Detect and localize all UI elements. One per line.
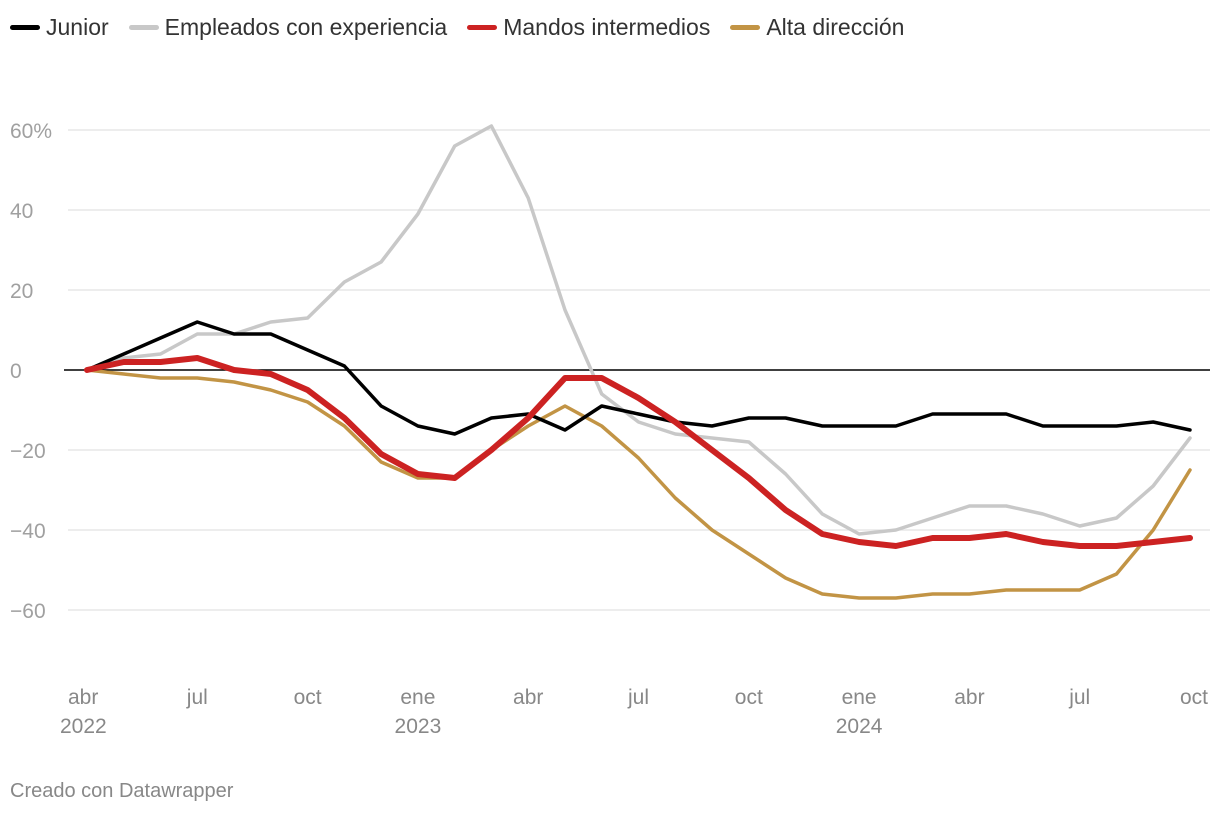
x-tick-year-label: 2024 xyxy=(836,715,883,738)
legend-item-alta: Alta dirección xyxy=(730,14,904,41)
series-line-alta-direcci-n xyxy=(85,368,1192,600)
legend-label-alta: Alta dirección xyxy=(766,14,905,40)
legend-label-junior: Junior xyxy=(46,14,109,40)
x-tick-label: jul xyxy=(1068,686,1090,709)
legend-item-empleados: Empleados con experiencia xyxy=(128,14,448,41)
x-tick-label: abr xyxy=(513,686,543,709)
legend-item-junior: Junior xyxy=(10,14,109,41)
legend-swatch-mandos xyxy=(467,25,498,30)
x-tick-label: jul xyxy=(627,686,649,709)
legend-swatch-alta xyxy=(730,25,761,30)
series-line-mandos-intermedios xyxy=(84,355,1193,549)
legend-swatch-empleados xyxy=(128,25,159,30)
y-tick-label: −60 xyxy=(10,600,46,623)
y-tick-label: 20 xyxy=(10,280,33,303)
y-tick-label: −40 xyxy=(10,520,46,543)
legend-item-mandos: Mandos intermedios xyxy=(467,14,710,41)
series-line-empleados-con-experiencia xyxy=(85,124,1192,536)
legend-swatch-junior xyxy=(10,25,40,30)
chart-legend: Junior Empleados con experiencia Mandos … xyxy=(10,14,924,41)
x-tick-label: oct xyxy=(1180,686,1208,709)
series-lines xyxy=(84,124,1193,600)
x-tick-label: abr xyxy=(68,686,98,709)
x-tick-label: ene xyxy=(400,686,435,709)
x-tick-label: oct xyxy=(294,686,322,709)
x-tick-label: jul xyxy=(186,686,208,709)
legend-label-mandos: Mandos intermedios xyxy=(503,14,711,40)
legend-label-empleados: Empleados con experiencia xyxy=(164,14,448,40)
y-tick-label: −20 xyxy=(10,440,46,463)
x-axis-labels: abr 2022 jul oct ene 2023 abr jul oct ene 2024 abr j… xyxy=(60,686,1208,738)
y-axis-labels: 60% 40 20 0 −20 −40 −60 xyxy=(10,120,52,623)
x-tick-label: ene xyxy=(842,686,877,709)
y-tick-label: 60% xyxy=(10,120,52,143)
x-tick-year-label: 2023 xyxy=(395,715,442,738)
x-tick-label: abr xyxy=(954,686,984,709)
y-tick-label: 0 xyxy=(10,360,22,383)
x-tick-year-label: 2022 xyxy=(60,715,107,738)
datawrapper-credit: Creado con Datawrapper xyxy=(10,780,234,802)
y-tick-label: 40 xyxy=(10,200,33,223)
series-line-junior xyxy=(85,320,1192,436)
x-tick-label: oct xyxy=(735,686,763,709)
